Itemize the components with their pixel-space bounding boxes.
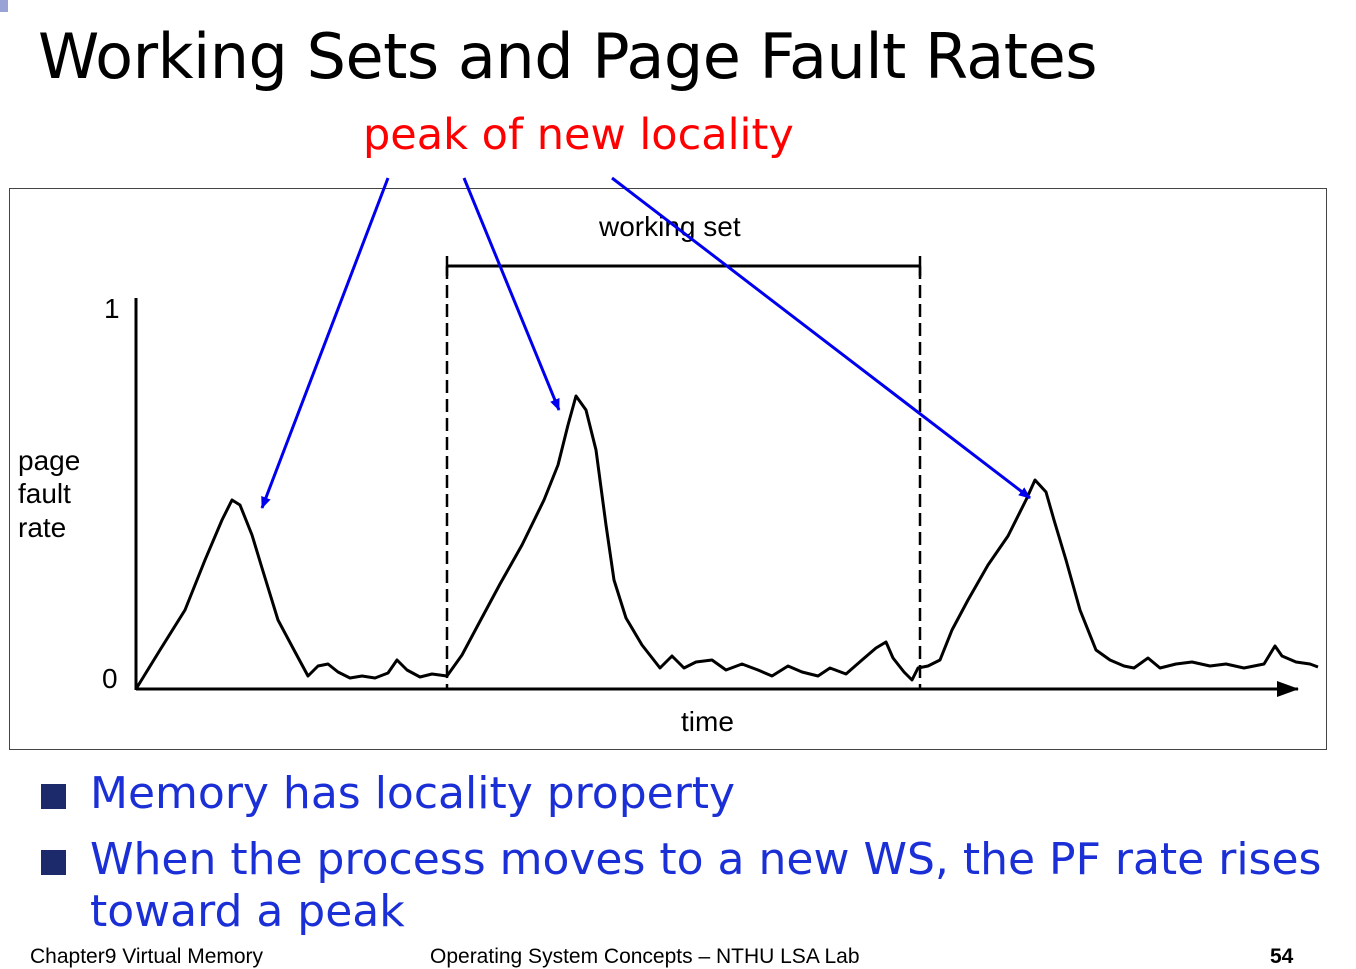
working-set-label: working set	[598, 211, 741, 242]
page-number: 54	[1270, 945, 1294, 968]
bullet-list: Memory has locality property When the pr…	[38, 768, 1338, 952]
bullet-item: When the process moves to a new WS, the …	[38, 834, 1338, 938]
y-tick-0: 0	[102, 663, 118, 694]
bullet-square-icon	[41, 850, 66, 875]
slide-title: Working Sets and Page Fault Rates	[38, 20, 1098, 93]
bullet-item: Memory has locality property	[38, 768, 1338, 820]
bullet-text: When the process moves to a new WS, the …	[90, 834, 1322, 937]
arrow-to-second-peak	[462, 177, 561, 411]
y-tick-1: 1	[104, 293, 120, 324]
figure-frame	[9, 188, 1327, 750]
bullet-text: Memory has locality property	[90, 768, 736, 819]
arrow-to-first-peak	[260, 177, 390, 509]
y-label-line-1: page	[18, 445, 80, 476]
footer-course: Operating System Concepts – NTHU LSA Lab	[430, 945, 860, 968]
page-fault-curve	[134, 394, 1319, 690]
arrow-to-third-peak	[611, 176, 1031, 500]
x-axis-label: time	[681, 706, 734, 737]
corner-mark	[0, 0, 8, 12]
y-label-line-2: fault	[18, 478, 71, 509]
y-label-line-3: rate	[18, 512, 66, 543]
footer-chapter: Chapter9 Virtual Memory	[30, 945, 264, 968]
peak-annotation: peak of new locality	[363, 110, 794, 160]
bullet-square-icon	[41, 784, 66, 809]
